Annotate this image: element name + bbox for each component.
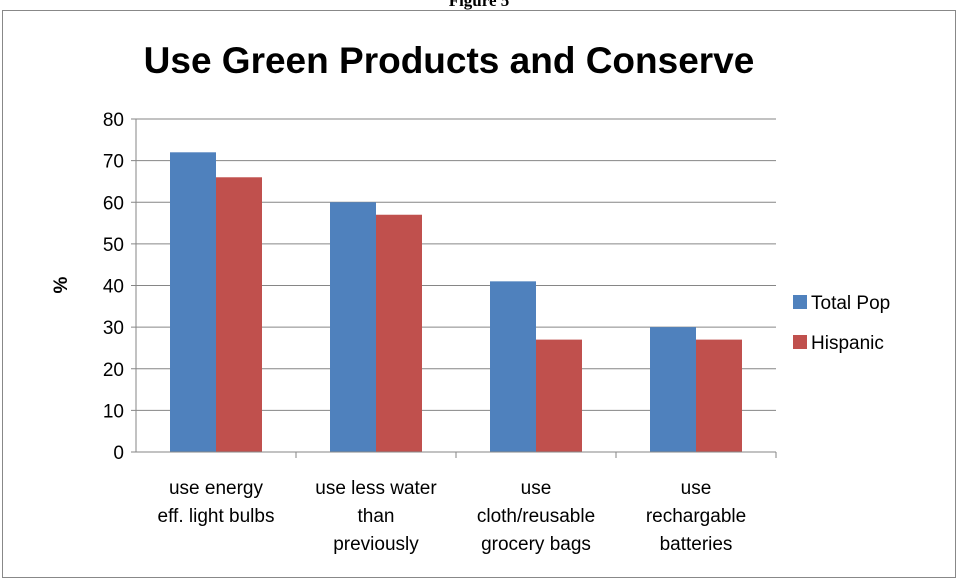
- y-tick-label-20: 20: [103, 360, 124, 381]
- y-tick-labels: 0 10 20 30 40 50 60 70 80: [103, 110, 124, 464]
- y-tick-label-60: 60: [103, 193, 124, 214]
- legend-swatch-total-pop: [793, 295, 807, 309]
- x-category-label-3-line-2: batteries: [660, 534, 733, 555]
- bar-hispanic-3: [696, 339, 742, 452]
- x-category-labels: use energy eff. light bulbs use less water…: [158, 478, 747, 555]
- bar-total-pop-1: [330, 202, 376, 452]
- y-tick-label-30: 30: [103, 318, 124, 339]
- y-tick-label-10: 10: [103, 401, 124, 422]
- axes: [131, 118, 777, 458]
- bar-hispanic-2: [536, 339, 582, 452]
- x-category-label-1-line-0: use less water: [315, 478, 437, 499]
- x-category-label-1-line-2: previously: [333, 534, 419, 555]
- y-tick-label-70: 70: [103, 152, 124, 173]
- y-tick-label-0: 0: [113, 443, 124, 464]
- legend-swatch-hispanic: [793, 335, 807, 349]
- x-category-label-2-line-0: use: [521, 478, 552, 499]
- chart-frame: 0 10 20 30 40 50 60 70 80 use energy eff. light b…: [2, 10, 956, 578]
- x-category-label-3-line-0: use: [681, 478, 712, 499]
- y-tick-label-50: 50: [103, 235, 124, 256]
- x-category-label-0-line-1: eff. light bulbs: [158, 506, 275, 527]
- legend: Total Pop Hispanic: [793, 293, 890, 354]
- chart-title: Use Green Products and Conserve: [144, 40, 755, 81]
- figure-caption: Figure 5: [448, 0, 510, 10]
- bar-hispanic-1: [376, 214, 422, 452]
- bar-total-pop-2: [490, 281, 536, 452]
- y-tick-label-80: 80: [103, 110, 124, 131]
- bar-chart: 0 10 20 30 40 50 60 70 80 use energy eff. light b…: [51, 40, 890, 555]
- x-category-label-1-line-1: than: [358, 506, 395, 527]
- bar-total-pop-3: [650, 327, 696, 452]
- y-tick-label-40: 40: [103, 277, 124, 298]
- x-category-label-0-line-0: use energy: [169, 478, 264, 499]
- legend-label-total-pop: Total Pop: [811, 293, 890, 314]
- x-category-label-2-line-2: grocery bags: [481, 534, 591, 555]
- y-axis-label: %: [51, 276, 72, 293]
- legend-label-hispanic: Hispanic: [811, 333, 884, 354]
- bar-total-pop-0: [170, 152, 216, 453]
- x-category-label-2-line-1: cloth/reusable: [477, 506, 595, 527]
- bars: [170, 152, 742, 453]
- bar-hispanic-0: [216, 177, 262, 452]
- x-category-label-3-line-1: rechargable: [646, 506, 746, 527]
